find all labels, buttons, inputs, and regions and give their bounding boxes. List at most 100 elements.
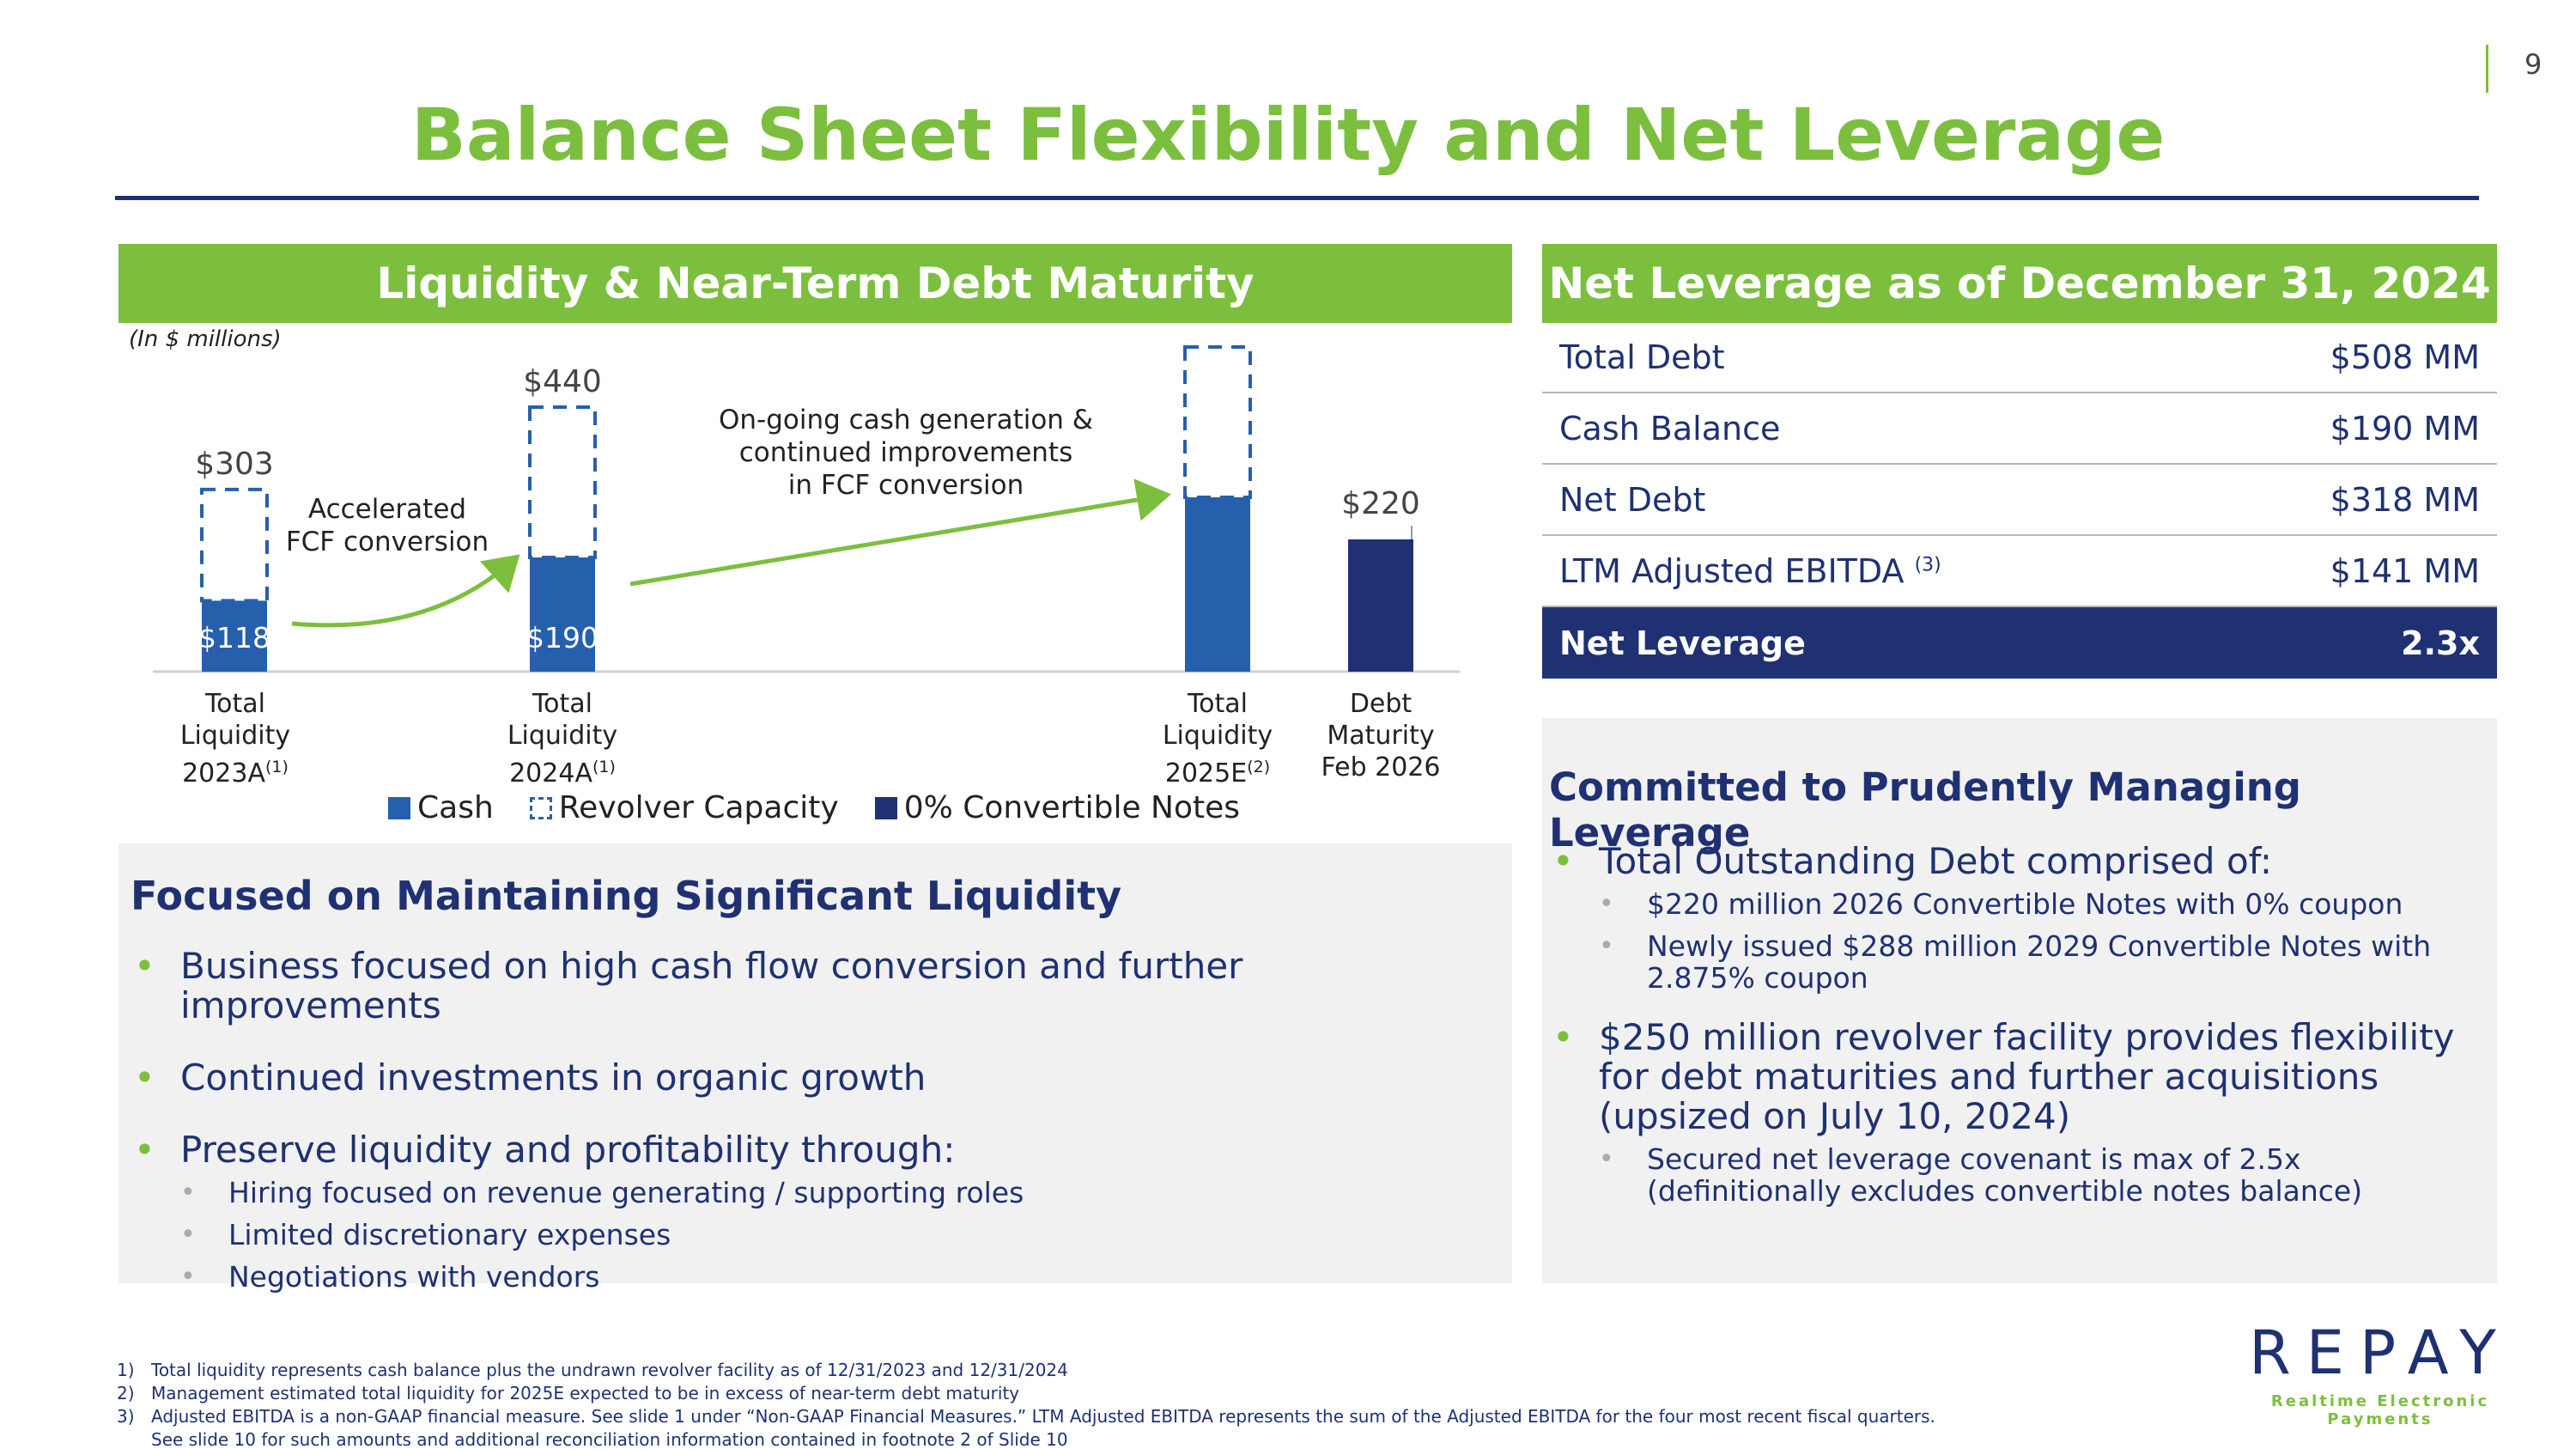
focus-bullet-text: Preserve liquidity and profitability thr… bbox=[180, 1129, 956, 1171]
legend-item-cash: Cash bbox=[388, 790, 494, 825]
data-label-total: $220 bbox=[1341, 486, 1420, 521]
focus-sub-bullet: Limited discretionary expenses bbox=[180, 1219, 1513, 1251]
committed-sub-bullet: Secured net leverage covenant is max of … bbox=[1599, 1143, 2485, 1207]
row-value: $190 MM bbox=[2330, 409, 2480, 447]
data-label-cash: $190 bbox=[526, 621, 598, 654]
bar-convertible bbox=[1348, 539, 1413, 672]
legend-item-revolver: Revolver Capacity bbox=[529, 790, 839, 825]
legend-swatch-cash bbox=[388, 796, 410, 819]
x-cat-line: Liquidity bbox=[507, 721, 618, 751]
footnote-number: 2) bbox=[117, 1383, 135, 1403]
footnote: 2) Management estimated total liquidity … bbox=[117, 1382, 1935, 1405]
legend-label-convertible: 0% Convertible Notes bbox=[903, 790, 1241, 825]
focus-heading: Focused on Maintaining Significant Liqui… bbox=[131, 873, 1122, 919]
row-label: LTM Adjusted EBITDA bbox=[1559, 551, 1905, 590]
x-cat-line: Total bbox=[532, 689, 593, 719]
repay-logo: REPAY Realtime Electronic Payments bbox=[2234, 1318, 2526, 1428]
x-cat-line: 2025E bbox=[1164, 758, 1248, 788]
data-label-total: $303 bbox=[195, 447, 274, 482]
footnote-number: 1) bbox=[117, 1360, 135, 1380]
data-label-total: $440 bbox=[523, 364, 602, 399]
logo-tagline: Realtime Electronic Payments bbox=[2270, 1392, 2490, 1428]
row-value: $508 MM bbox=[2330, 338, 2480, 376]
footnote-continuation: See slide 10 for such amounts and additi… bbox=[151, 1429, 1068, 1449]
title-rule bbox=[115, 196, 2479, 200]
net-leverage-total-row: Net Leverage 2.3x bbox=[1542, 607, 2497, 679]
net-leverage-table: Total Debt $508 MM Cash Balance $190 MM … bbox=[1542, 322, 2497, 679]
page-number: 9 bbox=[2524, 48, 2543, 81]
slide-title: Balance Sheet Flexibility and Net Levera… bbox=[410, 93, 2166, 177]
annotation-ongoing: On-going cash generation & continued imp… bbox=[687, 404, 1125, 502]
committed-bullet-text: Total Outstanding Debt comprised of: bbox=[1599, 840, 2273, 882]
bar-revolver bbox=[528, 405, 597, 559]
x-cat-footnote-ref: (1) bbox=[264, 758, 289, 776]
bar-revolver bbox=[200, 487, 269, 603]
liquidity-header: Liquidity & Near-Term Debt Maturity bbox=[118, 244, 1512, 323]
arrow-accelerated bbox=[291, 554, 520, 628]
net-leverage-header: Net Leverage as of December 31, 2024 bbox=[1542, 244, 2497, 323]
table-row: Net Debt $318 MM bbox=[1542, 465, 2497, 536]
liquidity-bar-chart: $118 $303 $190 $440 $220 bbox=[153, 345, 1460, 673]
annotation-accelerated: Accelerated FCF conversion bbox=[271, 493, 503, 558]
x-cat-line: Feb 2026 bbox=[1321, 752, 1441, 782]
x-cat-line: Liquidity bbox=[1162, 721, 1273, 751]
bar-cash bbox=[202, 600, 267, 672]
x-cat-footnote-ref: (2) bbox=[1247, 758, 1271, 776]
annotation-ongoing-line1: On-going cash generation & bbox=[719, 405, 1093, 435]
x-cat-line: 2024A bbox=[509, 758, 592, 788]
row-value: $141 MM bbox=[2330, 551, 2480, 590]
focus-sub-bullet: Hiring focused on revenue generating / s… bbox=[180, 1177, 1513, 1209]
total-row-value: 2.3x bbox=[2401, 624, 2480, 662]
footnote-text: Total liquidity represents cash balance … bbox=[151, 1360, 1068, 1380]
x-cat-footnote-ref: (1) bbox=[592, 758, 616, 776]
committed-sub-bullets: Secured net leverage covenant is max of … bbox=[1599, 1143, 2485, 1207]
committed-bullet-text: $250 million revolver facility provides … bbox=[1599, 1016, 2455, 1137]
footnote-text: Management estimated total liquidity for… bbox=[151, 1383, 1020, 1403]
focus-sub-bullet: Negotiations with vendors bbox=[180, 1261, 1513, 1293]
table-row: LTM Adjusted EBITDA (3) $141 MM bbox=[1542, 536, 2497, 607]
committed-bullet: Total Outstanding Debt comprised of: $22… bbox=[1549, 840, 2485, 995]
focus-bullet: Business focused on high cash flow conve… bbox=[131, 947, 1513, 1026]
committed-bullet: $250 million revolver facility provides … bbox=[1549, 1016, 2485, 1208]
liquidity-focus-panel: Focused on Maintaining Significant Liqui… bbox=[118, 843, 1512, 1293]
x-category-2025e: Total Liquidity 2025E(2) bbox=[1132, 688, 1303, 789]
total-row-label: Net Leverage bbox=[1559, 624, 1806, 662]
committed-sub-bullet: Newly issued $288 million 2029 Convertib… bbox=[1599, 930, 2485, 994]
units-note: (In $ millions) bbox=[129, 326, 282, 352]
row-label: Net Debt bbox=[1559, 480, 1706, 519]
footnotes: 1) Total liquidity represents cash balan… bbox=[117, 1359, 1935, 1449]
bar-cash bbox=[1185, 497, 1250, 672]
footnote: 3) Adjusted EBITDA is a non-GAAP financi… bbox=[117, 1405, 1935, 1428]
table-row: Total Debt $508 MM bbox=[1542, 322, 2497, 393]
x-category-2024a: Total Liquidity 2024A(1) bbox=[477, 688, 648, 789]
committed-sub-bullets: $220 million 2026 Convertible Notes with… bbox=[1599, 888, 2485, 994]
row-value: $318 MM bbox=[2330, 480, 2480, 519]
annotation-accelerated-line1: Accelerated bbox=[307, 494, 467, 525]
footnote-number: 3) bbox=[117, 1406, 135, 1427]
x-category-feb2026: Debt Maturity Feb 2026 bbox=[1295, 688, 1467, 783]
footnote-text: Adjusted EBITDA is a non-GAAP financial … bbox=[151, 1406, 1935, 1427]
bar-revolver bbox=[1183, 345, 1252, 499]
row-label: Total Debt bbox=[1559, 338, 1725, 376]
legend-item-convertible: 0% Convertible Notes bbox=[874, 790, 1241, 825]
legend-label-revolver: Revolver Capacity bbox=[558, 790, 839, 825]
legend-swatch-revolver bbox=[529, 796, 552, 819]
x-cat-line: Total bbox=[1187, 689, 1249, 719]
annotation-accelerated-line2: FCF conversion bbox=[285, 527, 489, 557]
bar-cash bbox=[530, 557, 595, 672]
legend-label-cash: Cash bbox=[417, 790, 494, 825]
table-row: Cash Balance $190 MM bbox=[1542, 393, 2497, 465]
focus-bullets: Business focused on high cash flow conve… bbox=[131, 947, 1513, 1303]
page-number-divider bbox=[2486, 45, 2488, 93]
leverage-commitment-panel: Committed to Prudently Managing Leverage… bbox=[1542, 718, 2497, 1283]
legend-swatch-convertible bbox=[874, 796, 897, 819]
row-label: Cash Balance bbox=[1559, 409, 1781, 447]
x-cat-line: Liquidity bbox=[179, 721, 291, 751]
committed-sub-bullet: $220 million 2026 Convertible Notes with… bbox=[1599, 888, 2485, 920]
annotation-ongoing-line2: continued improvements bbox=[738, 437, 1073, 468]
x-cat-line: 2023A bbox=[182, 758, 265, 788]
x-category-2023a: Total Liquidity 2023A(1) bbox=[149, 688, 321, 789]
annotation-ongoing-line3: in FCF conversion bbox=[787, 470, 1024, 501]
arrow-ongoing bbox=[629, 478, 1171, 587]
data-label-cash: $118 bbox=[198, 621, 270, 654]
